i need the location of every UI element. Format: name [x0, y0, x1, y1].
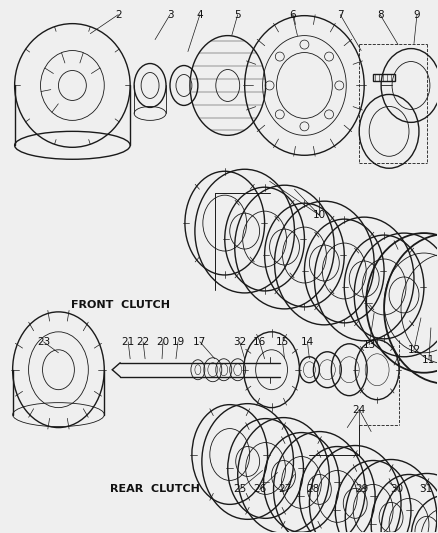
Text: FRONT  CLUTCH: FRONT CLUTCH: [71, 300, 170, 310]
Text: 8: 8: [377, 10, 383, 20]
Text: 3: 3: [167, 10, 173, 20]
Text: 2: 2: [115, 10, 121, 20]
Text: 5: 5: [234, 10, 241, 20]
Text: 9: 9: [413, 10, 420, 20]
Text: 32: 32: [233, 337, 246, 347]
Text: 17: 17: [193, 337, 206, 347]
Text: 13: 13: [363, 340, 376, 350]
Text: 12: 12: [407, 345, 420, 355]
Text: 19: 19: [171, 337, 184, 347]
Text: 14: 14: [301, 337, 314, 347]
Text: 29: 29: [356, 484, 369, 495]
Text: REAR  CLUTCH: REAR CLUTCH: [110, 484, 200, 495]
Text: 16: 16: [253, 337, 266, 347]
Bar: [373, 74, 395, 82]
Text: 6: 6: [289, 10, 296, 20]
Text: 10: 10: [313, 210, 326, 220]
Text: 20: 20: [156, 337, 170, 347]
Text: 23: 23: [37, 337, 50, 347]
Text: 22: 22: [137, 337, 150, 347]
Text: 7: 7: [337, 10, 343, 20]
Text: 25: 25: [233, 484, 246, 495]
Text: 4: 4: [197, 10, 203, 20]
Text: 30: 30: [391, 484, 403, 495]
Text: 27: 27: [278, 484, 291, 495]
Text: 24: 24: [353, 405, 366, 415]
Text: 15: 15: [276, 337, 289, 347]
Text: 26: 26: [253, 484, 266, 495]
Text: 11: 11: [422, 355, 435, 365]
Text: 31: 31: [419, 484, 433, 495]
Text: 21: 21: [121, 337, 135, 347]
Text: 28: 28: [306, 484, 319, 495]
